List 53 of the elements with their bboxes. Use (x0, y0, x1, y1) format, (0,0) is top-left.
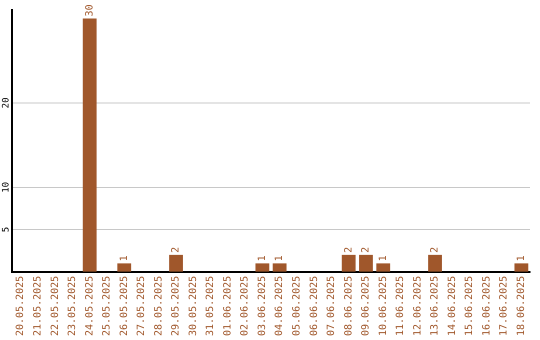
bar (272, 263, 287, 272)
bar (342, 254, 356, 272)
x-tick-label: 15.06.2025 (464, 276, 476, 336)
bar (255, 263, 270, 272)
x-tick-label: 20.05.2025 (15, 276, 26, 336)
data-label: 2 (430, 246, 441, 253)
bar (376, 263, 390, 272)
x-tick-label: 27.05.2025 (136, 276, 148, 336)
data-label: 2 (343, 246, 354, 253)
x-tick-label: 05.06.2025 (291, 276, 302, 336)
x-tick-label: 13.06.2025 (430, 276, 441, 336)
x-tick-label: 11.06.2025 (395, 276, 406, 336)
bar (514, 263, 528, 272)
x-tick-label: 31.05.2025 (205, 276, 216, 336)
x-tick-label: 04.06.2025 (274, 276, 286, 336)
x-tick-label: 07.06.2025 (326, 276, 338, 336)
data-label: 1 (118, 255, 130, 262)
data-label: 2 (170, 246, 182, 253)
data-label: 2 (360, 246, 372, 253)
y-tick-label: 10 (1, 182, 12, 193)
x-tick-label: 28.05.2025 (153, 276, 164, 336)
x-tick-label: 02.06.2025 (240, 276, 251, 336)
data-label: 30 (84, 4, 96, 16)
bar (428, 254, 442, 272)
x-tick-label: 16.06.2025 (481, 276, 492, 336)
data-label: 1 (378, 255, 389, 262)
x-tick-label: 08.06.2025 (343, 276, 354, 336)
bar (117, 263, 132, 272)
x-tick-label: 30.05.2025 (188, 276, 199, 336)
x-tick-label: 01.06.2025 (222, 276, 234, 336)
x-tick-label: 10.06.2025 (378, 276, 389, 336)
x-tick-label: 29.05.2025 (170, 276, 182, 336)
data-label: 1 (516, 255, 527, 262)
x-tick-label: 21.05.2025 (32, 276, 44, 336)
y-tick-label: 5 (1, 226, 12, 232)
x-tick-label: 25.05.2025 (102, 276, 113, 336)
x-tick-label: 23.05.2025 (67, 276, 78, 336)
x-tick-label: 09.06.2025 (360, 276, 372, 336)
data-label: 1 (256, 255, 268, 262)
x-tick-label: 12.06.2025 (412, 276, 424, 336)
x-tick-label: 18.06.2025 (516, 276, 527, 336)
x-tick-label: 22.05.2025 (50, 276, 61, 336)
bar (359, 254, 373, 272)
x-tick-label: 03.06.2025 (256, 276, 268, 336)
data-label: 1 (274, 255, 286, 262)
x-tick-label: 26.05.2025 (118, 276, 130, 336)
bar (169, 254, 183, 272)
bar (82, 18, 97, 272)
x-tick-label: 24.05.2025 (84, 276, 96, 336)
x-tick-label: 06.06.2025 (308, 276, 320, 336)
x-tick-label: 14.06.2025 (446, 276, 458, 336)
x-tick-label: 17.06.2025 (498, 276, 510, 336)
y-tick-label: 20 (1, 97, 12, 108)
